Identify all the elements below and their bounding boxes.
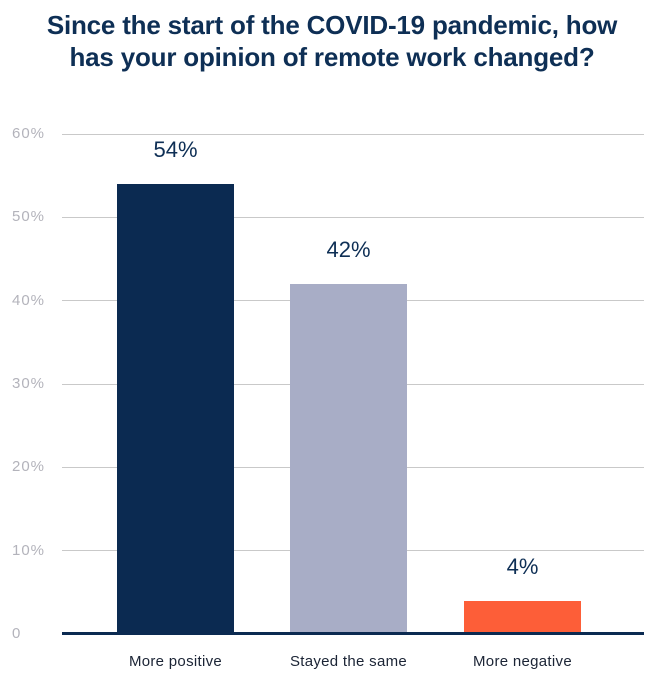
chart-title-line-2: has your opinion of remote work changed? (69, 42, 595, 72)
bar-stayed-the-same (290, 284, 407, 634)
y-tick-label: 40% (12, 291, 46, 309)
chart-title: Since the start of the COVID-19 pandemic… (0, 9, 664, 73)
gridline (62, 216, 644, 218)
y-tick-label: 20% (12, 458, 46, 476)
x-axis-line (62, 632, 644, 635)
x-label-more-negative: More negative (473, 653, 572, 670)
bar-more-positive (117, 184, 234, 634)
x-label-stayed-the-same: Stayed the same (289, 653, 408, 670)
x-label-more-positive: More positive (128, 653, 223, 670)
y-tick-label: 60% (12, 125, 46, 142)
gridline (62, 133, 644, 135)
y-tick-label: 30% (12, 375, 46, 392)
bar-more-negative (464, 600, 581, 634)
chart-title-line-1: Since the start of the COVID-19 pandemic… (46, 10, 618, 40)
value-label-more-negative: 4% (506, 553, 539, 579)
value-label-stayed-the-same: 42% (326, 237, 371, 262)
y-tick-label: 50% (12, 208, 46, 226)
value-label-more-positive: 54% (153, 137, 198, 162)
y-tick-label: 10% (12, 541, 46, 559)
y-tick-label: 0 (12, 625, 22, 642)
